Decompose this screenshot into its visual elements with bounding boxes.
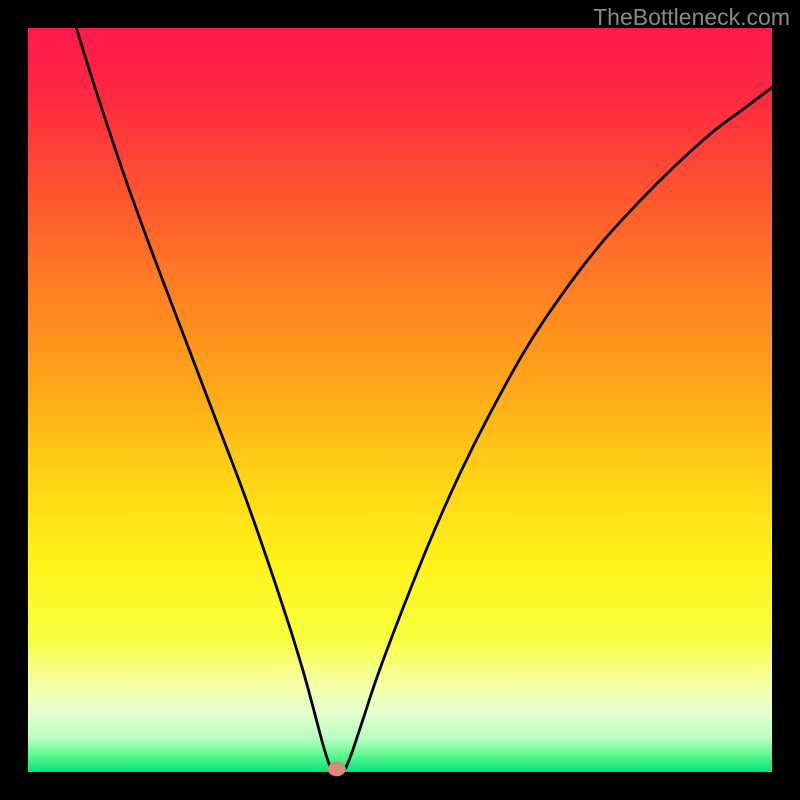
bottleneck-chart xyxy=(0,0,800,800)
optimal-point-marker xyxy=(328,762,346,776)
plot-area xyxy=(28,28,772,772)
watermark-text: TheBottleneck.com xyxy=(593,4,790,31)
chart-container: TheBottleneck.com xyxy=(0,0,800,800)
